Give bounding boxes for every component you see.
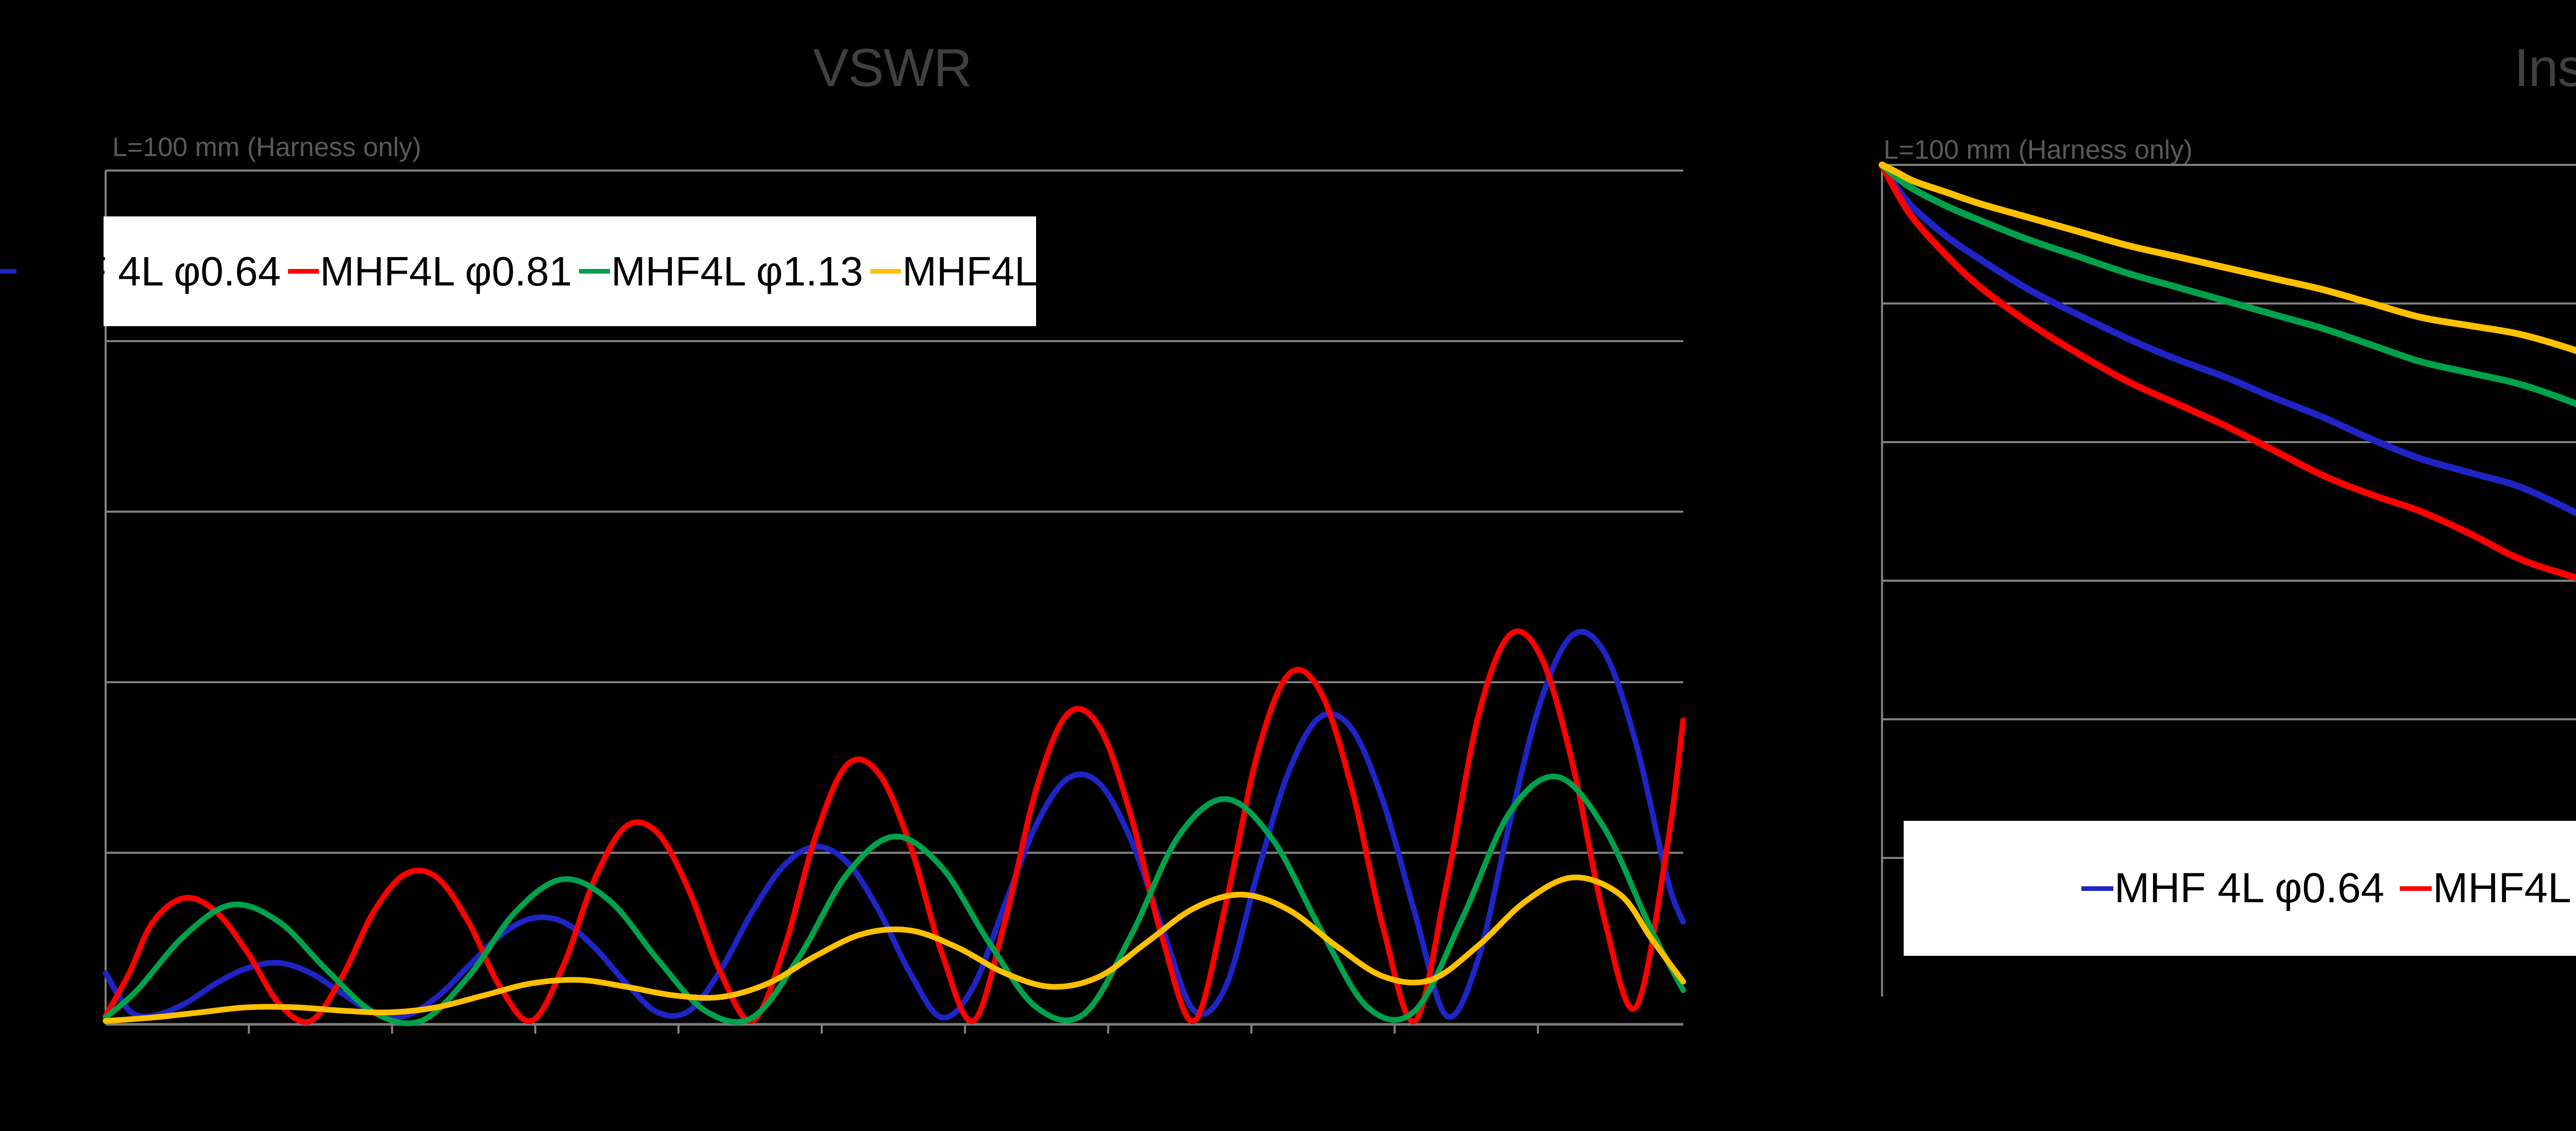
legend-item-label: MHF 4L φ0.64 (17, 248, 281, 294)
insertion-loss-chart-title: Insertion Loss (2514, 38, 2576, 98)
vswr-chart-subtitle: L=100 mm (Harness only) (112, 132, 421, 162)
series-line (103, 773, 1686, 1026)
vswr-chart-title: VSWR (813, 38, 972, 98)
insertion-loss-chart-subtitle: L=100 mm (Harness only) (1884, 135, 2193, 165)
vswr-chart-panel: VSWR L=100 mm (Harness only) (0, 38, 1686, 1034)
legend-item[interactable]: MHF4L φ0.81 (2400, 867, 2576, 909)
legend-item[interactable]: MHF 4L φ0.64 (2081, 867, 2384, 909)
series-line (1878, 161, 2576, 581)
line-swatch-red (2400, 886, 2432, 891)
vswr-legend[interactable]: MHF 4L φ0.64 MHF4L φ0.81 MHF4L φ1.13 MHF4L … (0, 216, 1154, 326)
legend-item-label: MHF4L φ1.13 (611, 248, 863, 294)
legend-item-label: MHF 4L φ0.64 (2114, 865, 2385, 911)
line-swatch-yellow (870, 269, 902, 274)
line-swatch-blue (0, 269, 16, 274)
series-line (103, 628, 1686, 1025)
insertion-loss-chart-panel: Insertion Loss L=100 mm (Harness only) M… (1785, 0, 2576, 1131)
legend-item[interactable]: MHF4L φ1.37 (870, 248, 1155, 294)
legend-item[interactable]: MHF4L φ1.13 (579, 248, 863, 294)
line-swatch-red (288, 269, 319, 274)
vswr-data-series (103, 628, 1686, 1026)
legend-item-label: MHF4L φ0.81 (2433, 865, 2576, 911)
legend-item-label: MHF4L φ1.37 (902, 248, 1155, 294)
legend-item[interactable]: MHF 4L φ0.64 (0, 248, 281, 294)
series-line (1878, 161, 2576, 517)
vswr-xtick-marks (248, 1024, 1539, 1034)
vswr-plot-area (103, 170, 1686, 1034)
insertion-loss-plot-area (1878, 161, 2576, 997)
line-swatch-green (579, 269, 611, 274)
legend-item[interactable]: MHF4L φ0.81 (288, 248, 572, 294)
line-swatch-blue (2081, 886, 2113, 891)
legend-item-label: MHF4L φ0.81 (320, 248, 572, 294)
series-line (1878, 161, 2576, 355)
series-line (103, 874, 1686, 1024)
series-line (1878, 161, 2576, 408)
insertion-loss-data-series (1878, 161, 2576, 581)
vswr-gridlines (106, 170, 1683, 854)
